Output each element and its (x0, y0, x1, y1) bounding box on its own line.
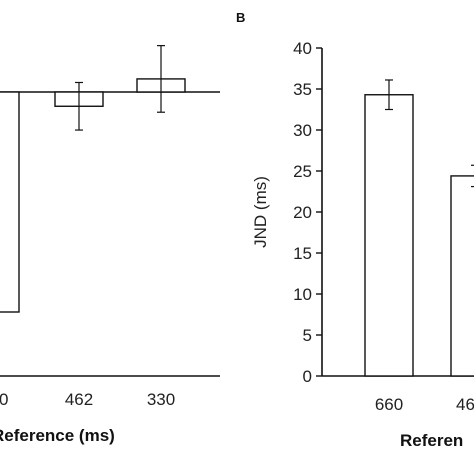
panel-b-y-tick-label: 30 (293, 121, 312, 140)
panel-b-x-tick-label: 46 (456, 395, 474, 414)
panel-a-x-tick-label: 10 (0, 390, 8, 409)
panel-b-y-tick-label: 20 (293, 203, 312, 222)
panel-b-y-tick-label: 15 (293, 244, 312, 263)
panel-b: B 0 5 10 15 20 25 30 35 40 660 46 JND (ms) Refere… (236, 10, 474, 450)
panel-b-y-tick-label: 10 (293, 285, 312, 304)
panel-a-x-tick-label: 462 (65, 390, 93, 409)
panel-b-x-tick-label: 660 (375, 395, 403, 414)
panel-a-x-tick-label: 330 (147, 390, 175, 409)
panel-a: 10 462 330 Reference (ms) (0, 45, 220, 445)
panel-b-bar-1 (450, 175, 474, 377)
panel-b-letter: B (236, 10, 245, 25)
panel-b-y-tick-label: 40 (293, 39, 312, 58)
panel-a-bar-0 (0, 91, 20, 313)
panel-b-y-tick-label: 0 (303, 367, 312, 386)
panel-b-y-tick-label: 25 (293, 162, 312, 181)
panel-b-y-tick-label: 35 (293, 80, 312, 99)
panel-b-ylabel: JND (ms) (251, 176, 270, 248)
panel-a-xlabel: Reference (ms) (0, 426, 115, 445)
panel-b-bar-0 (364, 94, 414, 377)
panel-b-xlabel: Referen (400, 431, 463, 450)
panel-b-y-tick-label: 5 (303, 326, 312, 345)
